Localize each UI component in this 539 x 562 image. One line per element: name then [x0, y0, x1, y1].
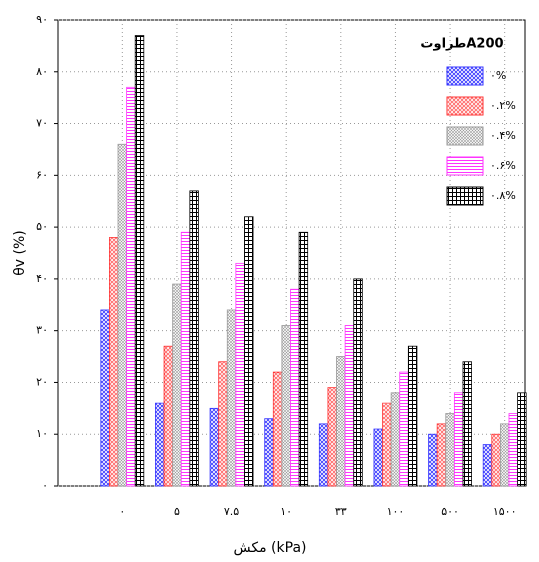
bar	[373, 428, 383, 487]
bar	[428, 433, 438, 487]
bar	[117, 143, 128, 487]
legend-title: طراوتA200	[420, 37, 503, 52]
x-tick-label: ۱۵۰۰	[493, 505, 517, 518]
bar	[272, 371, 283, 487]
x-tick-label: ۱۰۰	[387, 505, 405, 518]
y-tick-label: ۸۰	[36, 65, 48, 78]
y-tick-label: ۰	[42, 479, 48, 492]
y-tick-label: ۵۰	[36, 220, 48, 233]
bar	[235, 262, 245, 487]
x-tick-label: ۷.۵	[224, 505, 239, 518]
y-tick-label: ۱۰	[36, 427, 48, 440]
bar	[399, 371, 409, 487]
legend-swatch	[446, 156, 484, 176]
bar	[109, 237, 119, 487]
bar	[344, 325, 355, 487]
x-tick-label: ۵۰۰	[441, 505, 459, 518]
legend-label: ۰.۶%	[490, 159, 516, 172]
bar	[482, 444, 493, 487]
y-tick-label: ۶۰	[36, 168, 48, 181]
bar	[155, 402, 165, 487]
legend-swatch	[446, 186, 484, 206]
bar	[407, 345, 418, 487]
bar	[382, 402, 392, 487]
legend-label: ۰%	[490, 69, 506, 82]
legend-label: ۰.۴%	[490, 129, 516, 142]
y-tick-label: ۲۰	[36, 375, 48, 388]
y-tick-label: ۷۰	[36, 117, 48, 130]
x-tick-label: ۳۳	[335, 505, 347, 518]
bar	[298, 231, 309, 487]
legend-box	[412, 30, 516, 216]
bar	[134, 35, 145, 487]
legend-label: ۰.۸%	[490, 189, 516, 202]
bar	[290, 288, 300, 487]
y-tick-label: ۹۰	[36, 13, 48, 26]
bar	[189, 190, 199, 487]
y-tick-label: ۳۰	[36, 324, 48, 337]
legend-swatch	[446, 126, 484, 146]
legend-swatch	[446, 66, 484, 86]
bar	[327, 387, 337, 487]
bar	[462, 361, 472, 487]
bar	[218, 361, 228, 487]
bar	[100, 309, 110, 487]
bar	[318, 423, 329, 487]
bar	[244, 216, 254, 487]
bar	[390, 392, 401, 487]
bar	[353, 278, 363, 487]
bar	[445, 413, 455, 487]
bar	[180, 231, 191, 487]
y-axis-label: θv (%)	[12, 230, 28, 276]
x-tick-label: ۱۰	[280, 505, 292, 518]
bar	[281, 325, 291, 487]
bar	[264, 418, 274, 487]
x-tick-label: ۵	[174, 505, 180, 518]
legend-label: ۰.۲%	[490, 99, 516, 112]
x-axis-label: مکش (kPa)	[234, 540, 307, 556]
bar	[436, 423, 447, 487]
bar	[172, 283, 182, 487]
bar	[209, 407, 220, 487]
bar	[163, 345, 174, 487]
x-tick-label: ۰	[119, 505, 125, 518]
bar	[226, 309, 237, 487]
legend-swatch	[446, 96, 484, 116]
bar	[517, 392, 527, 487]
bar	[508, 413, 518, 487]
bar	[453, 392, 464, 487]
bar	[491, 433, 501, 487]
bar	[499, 423, 510, 487]
bar	[336, 356, 346, 487]
bar	[126, 86, 136, 487]
y-tick-label: ۴۰	[36, 272, 48, 285]
